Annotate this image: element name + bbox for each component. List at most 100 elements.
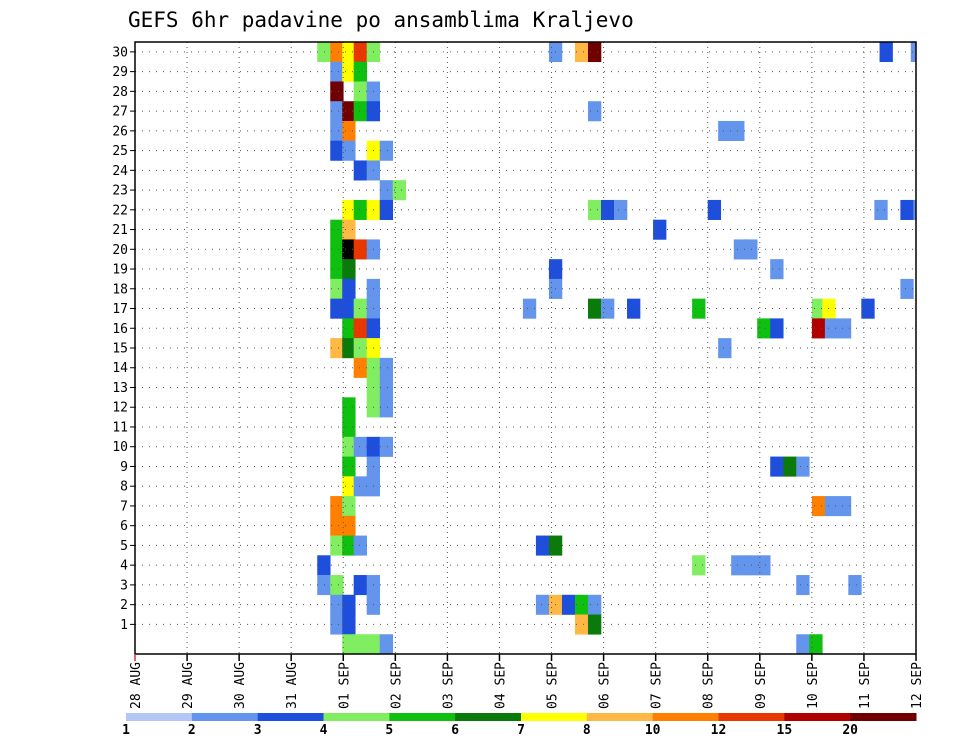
colorbar-label: 15 bbox=[777, 723, 793, 738]
x-tick-label: 03 SEP bbox=[441, 662, 456, 709]
heatmap-cell bbox=[342, 239, 356, 260]
heatmap-cell bbox=[330, 42, 344, 63]
y-tick-label: 18 bbox=[112, 282, 128, 297]
heatmap-cell bbox=[574, 594, 589, 615]
heatmap-cell bbox=[330, 278, 344, 299]
y-tick-label: 5 bbox=[120, 539, 128, 554]
grid-lines bbox=[135, 42, 916, 654]
heatmap-cell bbox=[330, 120, 344, 142]
heatmap-cell bbox=[342, 199, 356, 220]
heatmap-cell bbox=[342, 397, 356, 418]
x-tick-label: 05 SEP bbox=[546, 662, 561, 709]
y-tick-label: 4 bbox=[120, 559, 128, 574]
heatmap-cell bbox=[353, 61, 367, 82]
heatmap-cell bbox=[342, 594, 356, 615]
heatmap-cell bbox=[353, 476, 367, 497]
heatmap-cell bbox=[587, 298, 602, 319]
heatmap-cell bbox=[342, 42, 356, 63]
y-tick-label: 29 bbox=[112, 65, 128, 80]
heatmap-cell bbox=[353, 338, 367, 359]
x-tick-label: 29 AUG bbox=[181, 662, 196, 709]
heatmap-cell bbox=[837, 496, 852, 517]
heatmap-cell bbox=[837, 318, 852, 339]
y-tick-label: 13 bbox=[112, 381, 128, 396]
heatmap-cell bbox=[330, 594, 344, 615]
heatmap-cell bbox=[330, 614, 344, 635]
heatmap-cell bbox=[600, 298, 615, 319]
heatmap-cell bbox=[733, 239, 748, 260]
heatmap-cell bbox=[587, 199, 602, 220]
colorbar-swatch bbox=[389, 713, 456, 721]
x-tick-label: 11 SEP bbox=[858, 662, 873, 709]
heatmap-cell bbox=[342, 120, 356, 142]
y-tick-label: 27 bbox=[112, 105, 128, 120]
heatmap-cell bbox=[718, 120, 732, 142]
y-tick-label: 3 bbox=[120, 578, 128, 593]
heatmap-cell bbox=[330, 101, 344, 122]
y-tick-label: 9 bbox=[120, 460, 128, 475]
x-tick-label: 31 AUG bbox=[285, 662, 300, 709]
heatmap-cell bbox=[330, 259, 344, 280]
heatmap-cell bbox=[848, 575, 862, 596]
heatmap-cell bbox=[330, 140, 344, 161]
heatmap-cell bbox=[342, 61, 356, 82]
y-tick-label: 8 bbox=[120, 480, 128, 495]
heatmap-cell bbox=[330, 496, 344, 517]
colorbar-label: 7 bbox=[517, 723, 525, 738]
heatmap-cell bbox=[900, 278, 914, 299]
y-tick-label: 22 bbox=[112, 203, 128, 218]
heatmap-cell bbox=[342, 417, 356, 438]
x-tick-label: 28 AUG bbox=[129, 662, 144, 709]
colorbar-label: 2 bbox=[188, 723, 196, 738]
heatmap-cell bbox=[587, 101, 602, 122]
heatmap-cell bbox=[342, 614, 356, 635]
heatmap-cell bbox=[342, 535, 356, 556]
heatmap-cell bbox=[353, 81, 367, 102]
heatmap-cell bbox=[342, 318, 356, 339]
heatmap-cell bbox=[757, 555, 771, 576]
heatmap-cell bbox=[627, 298, 641, 319]
heatmap-cell bbox=[910, 42, 917, 63]
heatmap-cell bbox=[718, 338, 732, 359]
x-tick-label: 02 SEP bbox=[389, 662, 404, 709]
heatmap-cell bbox=[342, 101, 356, 122]
heatmap-cell bbox=[783, 456, 797, 477]
heatmap-cell bbox=[353, 436, 367, 457]
heatmap-cell bbox=[861, 298, 875, 319]
heatmap-cell bbox=[379, 180, 394, 201]
x-tick-label: 04 SEP bbox=[493, 662, 508, 709]
heatmap-cell bbox=[811, 496, 826, 517]
y-tick-label: 2 bbox=[120, 598, 128, 613]
heatmap-cell bbox=[770, 318, 784, 339]
y-tick-label: 25 bbox=[112, 144, 128, 159]
y-tick-label: 11 bbox=[112, 420, 128, 435]
heatmap-cell bbox=[353, 199, 367, 220]
heatmap-cell bbox=[353, 575, 367, 596]
chart-title: GEFS 6hr padavine po ansamblima Kraljevo bbox=[128, 8, 634, 32]
heatmap-cells bbox=[317, 42, 917, 655]
heatmap-cell bbox=[900, 199, 914, 220]
heatmap-cell bbox=[692, 555, 706, 576]
heatmap-cell bbox=[522, 298, 537, 319]
heatmap-cell bbox=[353, 239, 367, 260]
heatmap-cell bbox=[342, 634, 356, 655]
heatmap-cell bbox=[353, 535, 367, 556]
heatmap-cell bbox=[342, 298, 356, 319]
x-tick-label: 10 SEP bbox=[806, 662, 821, 709]
heatmap-cell bbox=[353, 298, 367, 319]
y-tick-label: 23 bbox=[112, 184, 128, 199]
x-tick-label: 09 SEP bbox=[754, 662, 769, 709]
heatmap-cell bbox=[342, 140, 356, 161]
y-tick-label: 21 bbox=[112, 223, 128, 238]
colorbar: 1 2 3 4 5 6 7 8 10 12 15 20 bbox=[122, 713, 917, 738]
y-tick-label: 15 bbox=[112, 342, 128, 357]
heatmap-cell bbox=[317, 42, 331, 63]
heatmap-cell bbox=[614, 199, 628, 220]
y-tick-label: 24 bbox=[112, 164, 128, 179]
y-tick-label: 19 bbox=[112, 263, 128, 278]
heatmap-cell bbox=[330, 61, 344, 82]
colorbar-label: 4 bbox=[320, 723, 328, 738]
y-tick-label: 14 bbox=[112, 361, 128, 376]
heatmap-cell bbox=[342, 338, 356, 359]
